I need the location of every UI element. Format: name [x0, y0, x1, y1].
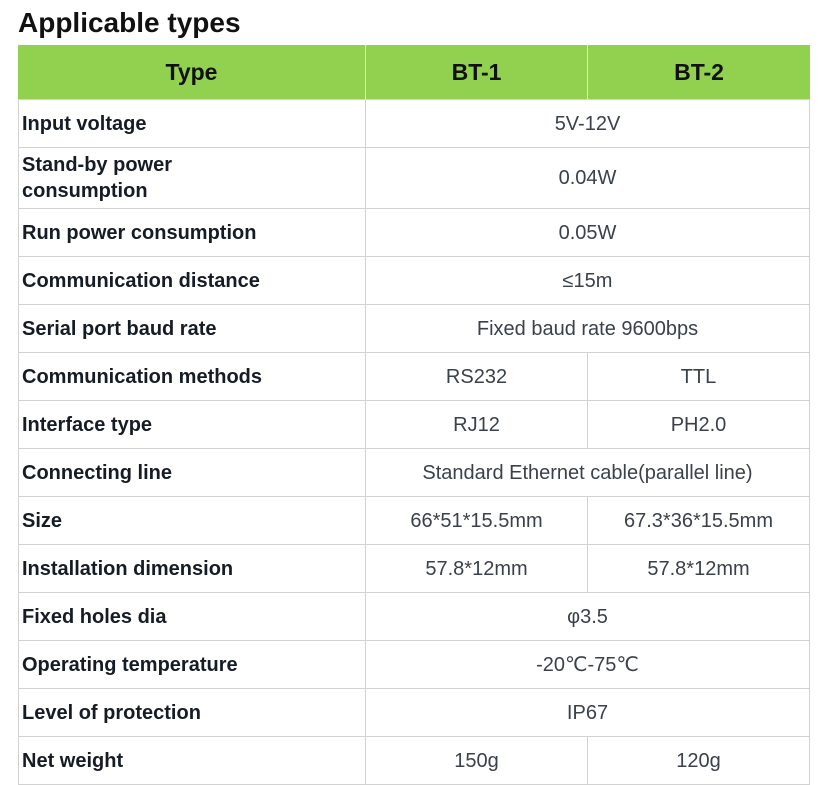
row-interface-type-bt2: PH2.0 — [588, 401, 810, 449]
row-installation-dimension-label: Installation dimension — [18, 545, 366, 593]
row-net-weight-bt1: 150g — [366, 737, 588, 785]
column-header-bt2: BT-2 — [588, 45, 810, 100]
row-interface-type-bt1: RJ12 — [366, 401, 588, 449]
row-net-weight: Net weight 150g 120g — [18, 737, 810, 785]
row-standby-power: Stand-by power consumption 0.04W — [18, 148, 810, 209]
row-level-of-protection-value: IP67 — [366, 689, 810, 737]
row-level-of-protection-label: Level of protection — [18, 689, 366, 737]
row-communication-distance: Communication distance ≤15m — [18, 257, 810, 305]
row-input-voltage-value: 5V-12V — [366, 100, 810, 148]
row-run-power: Run power consumption 0.05W — [18, 209, 810, 257]
row-connecting-line-value: Standard Ethernet cable(parallel line) — [366, 449, 810, 497]
spec-table: Type BT-1 BT-2 Input voltage 5V-12V Stan… — [18, 45, 810, 785]
row-installation-dimension-bt1: 57.8*12mm — [366, 545, 588, 593]
row-connecting-line: Connecting line Standard Ethernet cable(… — [18, 449, 810, 497]
row-baud-rate: Serial port baud rate Fixed baud rate 96… — [18, 305, 810, 353]
row-communication-methods-label: Communication methods — [18, 353, 366, 401]
row-fixed-holes-dia-label: Fixed holes dia — [18, 593, 366, 641]
row-size-bt2: 67.3*36*15.5mm — [588, 497, 810, 545]
row-level-of-protection: Level of protection IP67 — [18, 689, 810, 737]
row-fixed-holes-dia: Fixed holes dia φ3.5 — [18, 593, 810, 641]
row-connecting-line-label: Connecting line — [18, 449, 366, 497]
row-standby-power-label: Stand-by power consumption — [18, 148, 366, 209]
row-net-weight-bt2: 120g — [588, 737, 810, 785]
header-row: Type BT-1 BT-2 — [18, 45, 810, 100]
row-run-power-value: 0.05W — [366, 209, 810, 257]
row-size-label: Size — [18, 497, 366, 545]
row-communication-distance-label: Communication distance — [18, 257, 366, 305]
row-interface-type-label: Interface type — [18, 401, 366, 449]
row-operating-temperature: Operating temperature -20℃-75℃ — [18, 641, 810, 689]
row-operating-temperature-label: Operating temperature — [18, 641, 366, 689]
row-run-power-label: Run power consumption — [18, 209, 366, 257]
row-size-bt1: 66*51*15.5mm — [366, 497, 588, 545]
row-communication-methods: Communication methods RS232 TTL — [18, 353, 810, 401]
row-fixed-holes-dia-value: φ3.5 — [366, 593, 810, 641]
row-baud-rate-value: Fixed baud rate 9600bps — [366, 305, 810, 353]
row-communication-methods-bt1: RS232 — [366, 353, 588, 401]
column-header-type: Type — [18, 45, 366, 100]
row-size: Size 66*51*15.5mm 67.3*36*15.5mm — [18, 497, 810, 545]
row-installation-dimension: Installation dimension 57.8*12mm 57.8*12… — [18, 545, 810, 593]
row-interface-type: Interface type RJ12 PH2.0 — [18, 401, 810, 449]
row-input-voltage: Input voltage 5V-12V — [18, 100, 810, 148]
row-standby-power-value: 0.04W — [366, 148, 810, 209]
row-installation-dimension-bt2: 57.8*12mm — [588, 545, 810, 593]
row-communication-methods-bt2: TTL — [588, 353, 810, 401]
row-baud-rate-label: Serial port baud rate — [18, 305, 366, 353]
row-operating-temperature-value: -20℃-75℃ — [366, 641, 810, 689]
page-title: Applicable types — [18, 7, 241, 38]
row-input-voltage-label: Input voltage — [18, 100, 366, 148]
row-communication-distance-value: ≤15m — [366, 257, 810, 305]
column-header-bt1: BT-1 — [366, 45, 588, 100]
row-net-weight-label: Net weight — [18, 737, 366, 785]
